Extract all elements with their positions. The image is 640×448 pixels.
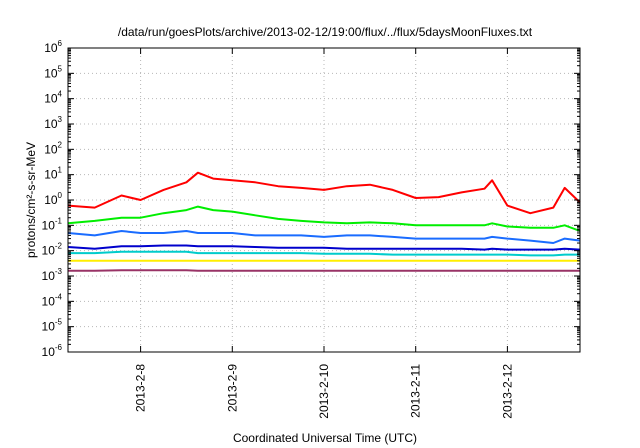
y-tick-label-exponent: -6 (55, 343, 63, 352)
y-tick-label: 102 (44, 140, 62, 156)
x-axis-label: Coordinated Universal Time (UTC) (233, 431, 417, 445)
y-tick-label-base: 10 (44, 41, 58, 55)
data-series-line-7 (68, 269, 580, 272)
y-tick-label: 106 (44, 39, 62, 55)
grid-lines (68, 48, 580, 352)
y-tick-label-exponent: 5 (58, 64, 63, 73)
data-series-line-2 (67, 205, 581, 232)
y-tick-label-exponent: -2 (55, 242, 63, 251)
y-tick-label: 10-4 (42, 292, 63, 308)
y-tick-label-exponent: 2 (58, 140, 63, 149)
y-tick-label-base: 10 (42, 218, 56, 232)
y-tick-label-base: 10 (44, 66, 58, 80)
x-tick-label: 2013-2-9 (225, 364, 239, 412)
y-axis-label: protons/cm²-s-sr-MeV (24, 142, 38, 258)
y-tick-label-base: 10 (44, 193, 58, 207)
y-tick-label-base: 10 (44, 168, 58, 182)
chart-title: /data/run/goesPlots/archive/2013-02-12/1… (118, 25, 533, 39)
y-tick-label: 101 (44, 166, 62, 182)
data-series-line-1 (67, 171, 581, 215)
y-tick-label: 10-1 (42, 216, 63, 232)
data-series-line-4 (67, 244, 581, 251)
x-tick-label: 2013-2-12 (500, 364, 514, 419)
y-tick-label-base: 10 (44, 92, 58, 106)
y-tick-label-exponent: 3 (58, 115, 63, 124)
x-tick-label: 2013-2-8 (134, 364, 148, 412)
y-tick-label-exponent: -3 (55, 267, 63, 276)
y-tick-label-exponent: -1 (55, 216, 63, 225)
data-series-line-3 (67, 230, 581, 244)
axis-ticks: 10-610-510-410-310-210-11001011021031041… (42, 39, 580, 419)
y-tick-label-base: 10 (42, 320, 56, 334)
x-tick-label: 2013-2-11 (409, 364, 423, 418)
data-series-group (67, 171, 581, 272)
x-tick-label: 2013-2-10 (317, 364, 331, 419)
y-tick-label-base: 10 (44, 117, 58, 131)
y-tick-label: 104 (44, 90, 62, 106)
y-tick-label-base: 10 (42, 294, 56, 308)
y-tick-label: 105 (44, 64, 62, 80)
y-tick-label-exponent: -4 (55, 292, 63, 301)
y-tick-label-base: 10 (42, 244, 56, 258)
y-tick-label-base: 10 (44, 142, 58, 156)
y-tick-label: 10-6 (42, 343, 63, 359)
y-tick-label-base: 10 (42, 269, 56, 283)
y-tick-label: 103 (44, 115, 62, 131)
data-series-line-5 (68, 250, 580, 257)
y-tick-label: 10-3 (42, 267, 63, 283)
y-tick-label-exponent: 0 (58, 191, 63, 200)
y-tick-label: 10-2 (42, 242, 63, 258)
y-tick-label-exponent: -5 (55, 318, 63, 327)
y-tick-label: 10-5 (42, 318, 63, 334)
y-tick-label-exponent: 6 (58, 39, 63, 48)
y-tick-label-exponent: 4 (58, 90, 63, 99)
y-tick-label-exponent: 1 (58, 166, 63, 175)
y-tick-label-base: 10 (42, 345, 56, 359)
y-tick-label: 100 (44, 191, 62, 207)
